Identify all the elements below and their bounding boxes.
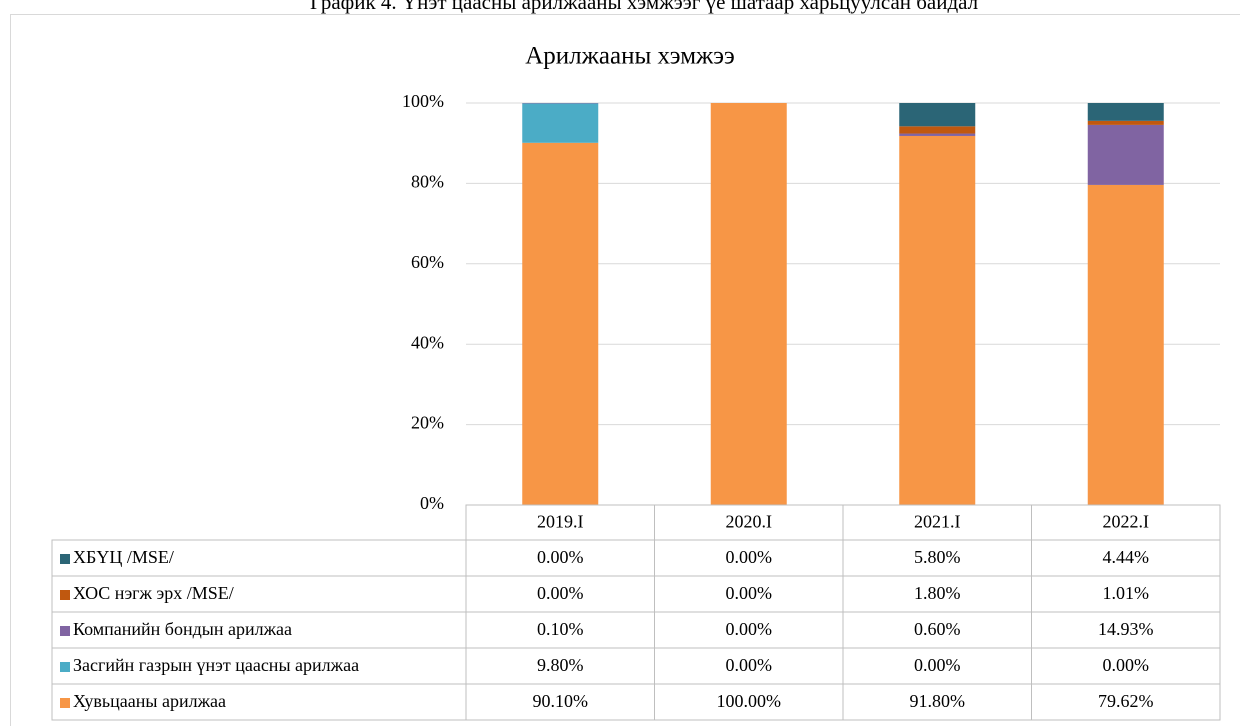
legend-swatch <box>60 554 70 564</box>
x-tick-label: 2020.I <box>726 512 773 532</box>
bar-segment <box>1087 124 1164 185</box>
table-value: 0.00% <box>726 583 773 603</box>
y-tick-label: 60% <box>411 252 444 272</box>
table-value: 9.80% <box>537 655 584 675</box>
legend-swatch <box>60 626 70 636</box>
bar-segment <box>522 142 599 505</box>
table-value: 0.60% <box>914 619 961 639</box>
table-value: 0.00% <box>726 619 773 639</box>
table-value: 100.00% <box>717 691 782 711</box>
bar-segment <box>899 103 976 127</box>
table-value: 0.00% <box>914 655 961 675</box>
table-value: 90.10% <box>533 691 589 711</box>
table-value: 14.93% <box>1098 619 1154 639</box>
legend-swatch <box>60 662 70 672</box>
table-value: 1.01% <box>1103 583 1150 603</box>
y-tick-label: 100% <box>402 91 444 111</box>
table-value: 0.10% <box>537 619 584 639</box>
table-value: 1.80% <box>914 583 961 603</box>
bar-segment <box>1087 120 1164 125</box>
table-value: 4.44% <box>1103 547 1150 567</box>
legend-label: ХОС нэгж эрх /MSE/ <box>73 583 234 603</box>
table-value: 0.00% <box>537 547 584 567</box>
bar-segment <box>899 135 976 506</box>
bar-segment <box>1087 103 1164 121</box>
y-tick-label: 80% <box>411 172 444 192</box>
table-value: 0.00% <box>726 655 773 675</box>
chart-title: Арилжааны хэмжээ <box>525 43 735 70</box>
y-tick-label: 0% <box>420 493 444 513</box>
table-value: 0.00% <box>1103 655 1150 675</box>
legend-label: Компанийн бондын арилжаа <box>73 619 292 639</box>
bar-segment <box>522 103 599 143</box>
chart-frame <box>10 14 1240 726</box>
table-value: 79.62% <box>1098 691 1154 711</box>
legend-label: ХБҮЦ /MSE/ <box>73 547 174 567</box>
table-value: 0.00% <box>726 547 773 567</box>
x-tick-label: 2022.I <box>1103 512 1150 532</box>
bar-segment <box>899 133 976 136</box>
x-tick-label: 2019.I <box>537 512 584 532</box>
legend-swatch <box>60 590 70 600</box>
legend-label: Хувьцааны арилжаа <box>73 691 226 711</box>
table-value: 91.80% <box>910 691 966 711</box>
bar-segment <box>899 126 976 134</box>
bar-segment <box>710 103 787 505</box>
table-value: 0.00% <box>537 583 584 603</box>
x-tick-label: 2021.I <box>914 512 961 532</box>
legend-swatch <box>60 698 70 708</box>
y-tick-label: 20% <box>411 413 444 433</box>
y-tick-label: 40% <box>411 332 444 352</box>
table-value: 5.80% <box>914 547 961 567</box>
caption: График 4. Үнэт цаасны арилжааны хэмжээг … <box>310 0 978 14</box>
legend-label: Засгийн газрын үнэт цаасны арилжаа <box>73 655 359 675</box>
bar-segment <box>1087 184 1164 505</box>
